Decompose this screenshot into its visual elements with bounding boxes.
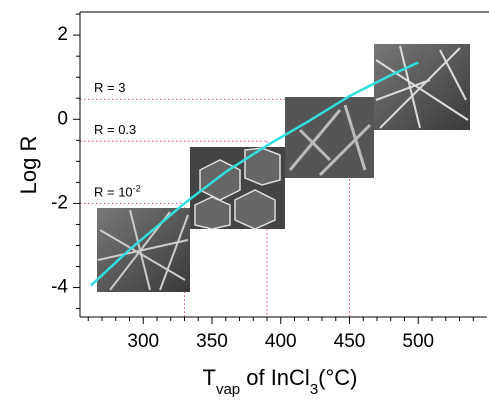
y-tick-label: -4 (51, 277, 68, 298)
text-part: T (202, 365, 215, 390)
text-part: R = 3 (94, 80, 125, 95)
x-tick-label: 500 (402, 331, 434, 352)
sem-image (97, 208, 190, 292)
x-tick-label: 450 (334, 331, 366, 352)
threshold-label: R = 0.3 (94, 122, 136, 137)
x-tick-label: 400 (265, 331, 297, 352)
x-tick-label: 350 (196, 331, 228, 352)
x-axis-label: Tvap of InCl3(°C) (202, 365, 357, 398)
text-part: (°C) (318, 365, 357, 390)
threshold-label: R = 3 (94, 80, 125, 95)
curve (90, 61, 419, 287)
text-part: R = 0.3 (94, 122, 136, 137)
sem-images (97, 44, 470, 292)
y-tick-label: -2 (51, 192, 68, 213)
y-axis-label: Log R (16, 136, 41, 195)
text-part: -2 (133, 183, 141, 193)
y-tick-label: 2 (57, 24, 68, 45)
threshold-label: R = 10-2 (94, 183, 141, 199)
text-part: vap (216, 381, 240, 398)
y-tick-label: 0 (57, 108, 68, 129)
x-tick-label: 300 (127, 331, 159, 352)
text-part: R = 10 (94, 184, 133, 199)
text-part: 3 (310, 381, 318, 398)
sem-image (374, 44, 470, 130)
text-part: of InCl (240, 365, 310, 390)
sem-image (285, 97, 374, 178)
